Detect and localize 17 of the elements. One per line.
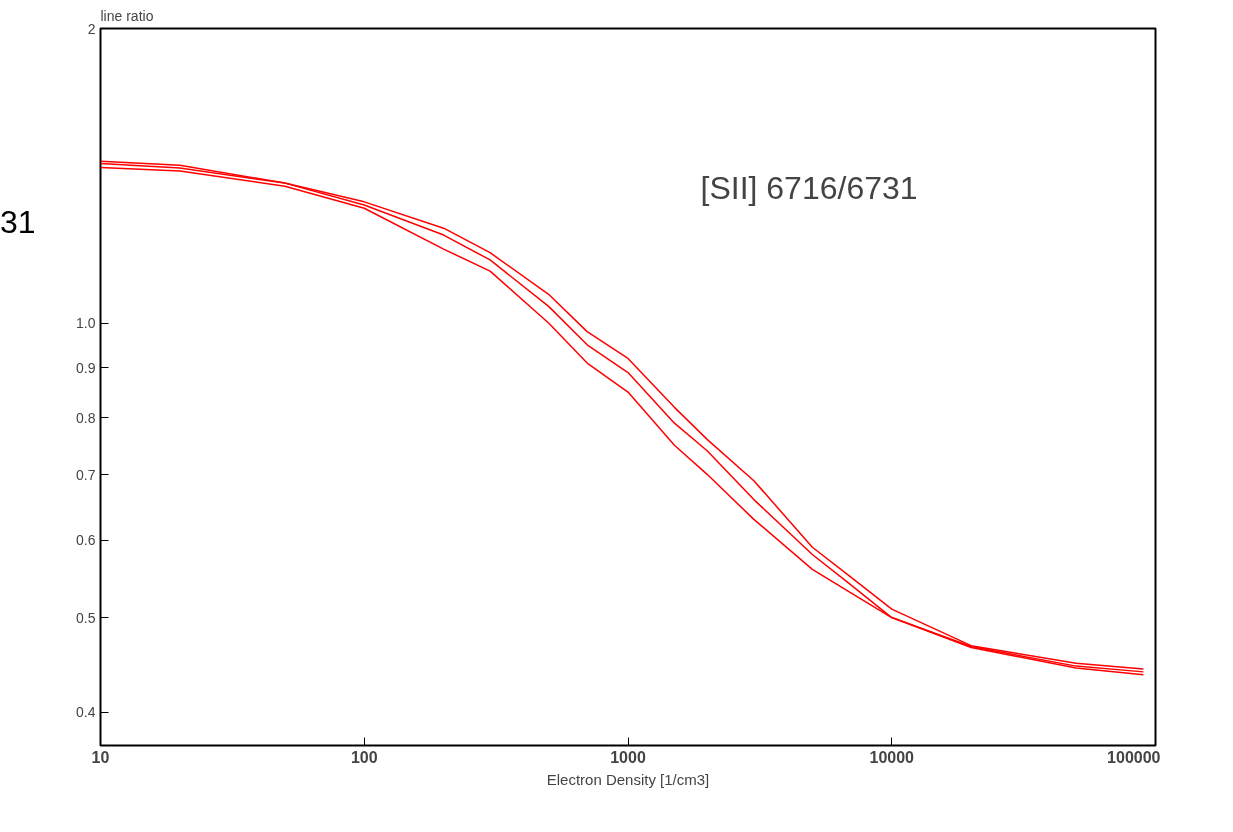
- y-axis-title: line ratio: [100, 7, 154, 24]
- y-tick-label: 0.4: [76, 704, 96, 721]
- annotation: [SII] 6716/6731: [700, 169, 918, 206]
- x-tick-label: 10: [91, 748, 110, 766]
- text: 31: [0, 203, 36, 242]
- y-tick-label: 1.0: [76, 315, 96, 332]
- y-tick-label: 0.6: [76, 532, 96, 549]
- y-tick-label: 0.8: [76, 409, 96, 426]
- x-axis-title: Electron Density [1/cm3]: [546, 770, 710, 788]
- x-tick-label: 1000: [610, 748, 646, 766]
- y-tick-label: 0.9: [76, 359, 96, 376]
- y-tick-label: 0.7: [76, 466, 96, 483]
- x-tick-label: 10000: [869, 748, 915, 766]
- x-tick-label: 100000: [1107, 748, 1161, 766]
- y-tick-label: 0.5: [76, 609, 96, 626]
- x-tick-label: 100: [350, 748, 378, 766]
- y-tick-label: 2: [87, 20, 96, 37]
